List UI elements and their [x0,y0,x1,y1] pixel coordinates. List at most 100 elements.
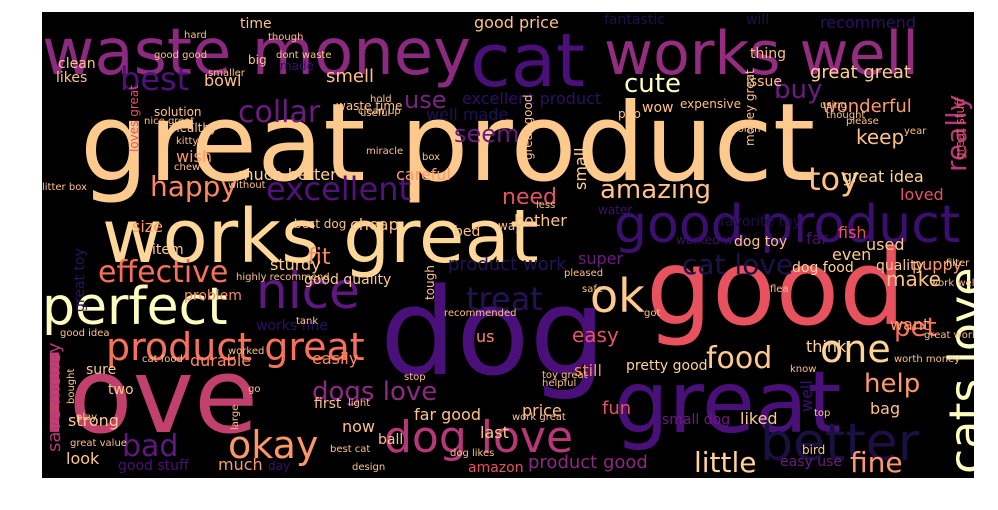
word-month: month [728,124,760,135]
word-product-work: product work [448,254,567,275]
word-great-good: great good [521,95,535,160]
word-cheap: cheap [350,215,399,234]
word-smaller: smaller [208,68,246,79]
word-toy-great: toy great [542,370,588,381]
word-box: box [422,152,440,163]
word-little: little [694,446,757,478]
word-loves-great: loves great [127,85,141,152]
word-fine: fine [850,446,903,478]
word-hard: hard [184,30,207,41]
word-though: though [268,32,303,43]
word-dog-toy: dog toy [734,234,787,250]
word-well-made: well made [426,105,508,124]
word-dog-likes: dog likes [450,448,494,459]
word-small-dog: small dog [662,412,730,428]
word-cloud-canvas: great productdog goodloveworks greatgreat… [42,12,974,478]
word-fun: fun [602,398,631,419]
word-year: year [904,126,927,137]
word-favorite-toy: favorite toy [720,214,801,230]
word-easy: easy [572,323,619,347]
word-liked: liked [740,409,778,428]
word-loved: loved [900,185,944,204]
word-clean-up: clean up [358,106,401,117]
word-item: item [152,242,184,258]
word-problem: problem [184,288,242,304]
word-recommend: recommend [820,13,916,32]
word-pleased: pleased [564,268,603,279]
word-keep: keep [856,125,904,149]
word-cat-love: cat love [682,248,793,281]
word-go: go [248,384,260,395]
word-less: less [536,200,555,211]
word-thought: thought [826,110,865,121]
word-amazon: amazon [468,460,524,476]
word-time: time [240,16,272,32]
word-good-good: good good [154,50,207,61]
word-design: design [352,462,385,473]
word-food: food [706,341,772,376]
word-now: now [342,417,375,436]
word-pretty-good: pretty good [626,358,708,374]
word-great-great: great great [810,62,911,83]
word-great-work: great work [924,330,974,341]
word-think: think [806,337,847,356]
word-litter-box: litter box [42,182,87,193]
word-smell: smell [326,66,374,87]
word-big: big [248,53,267,67]
word-recommended: recommended [444,308,516,319]
word-way: way [498,219,522,233]
word-chew: chew [174,162,200,173]
word-stop: stop [404,372,426,383]
word-highly-recommend: highly recommend [236,272,330,283]
word-super: super [578,249,623,268]
word-made: made [280,59,314,73]
word-far: far [806,229,828,248]
word-wow: wow [642,100,673,116]
word-cat-food: cat food [142,354,183,365]
word-expensive: expensive [680,97,741,111]
word-much: much [218,455,263,474]
word-safe: safe [582,284,603,295]
word-hold: hold [370,94,392,105]
word-sure: sure [86,362,116,378]
word-nice-great: nice great [144,116,194,127]
word-product-good: product good [528,452,648,473]
word-great-idea: great idea [842,167,924,186]
word-careful: careful [396,165,451,184]
word-amazing: amazing [600,175,711,205]
word-used: used [866,235,904,254]
word-bird: bird [802,443,825,457]
word-us: us [476,327,494,346]
word-tough: tough [423,265,437,300]
word-dont-waste: dont waste [276,50,332,61]
word-play: play [76,412,97,423]
word-water: water [598,203,632,217]
word-look: look [66,449,100,468]
word-good-stuff: good stuff [118,458,189,474]
word-happy: happy [150,170,237,203]
word-cute: cute [624,69,681,99]
word-bought: bought [66,369,77,404]
word-miracle: miracle [366,146,403,157]
word-good-idea: good idea [60,328,110,339]
word-without: without [228,180,266,191]
word-easily: easily [312,349,358,368]
word-thing: thing [750,46,786,62]
word-work-great: work great [512,412,566,423]
word-seem: seem [454,120,519,148]
word-best-dog: best dog [294,217,346,231]
word-got: got [644,308,660,319]
word-top: top [814,408,830,419]
word-great-stuff: great stuff [953,97,967,160]
word-first: first [314,396,342,412]
word-even: even [832,245,871,264]
word-small: small [571,147,590,190]
word-know: know [790,364,816,375]
word-flea: flea [770,284,789,295]
word-large: large [230,405,241,430]
word-best-cat: best cat [330,444,370,455]
word-filter: filter [946,258,970,269]
word-last: last [480,423,509,442]
word-great-value: great value [70,438,127,449]
word-far-good: far good [414,405,481,424]
